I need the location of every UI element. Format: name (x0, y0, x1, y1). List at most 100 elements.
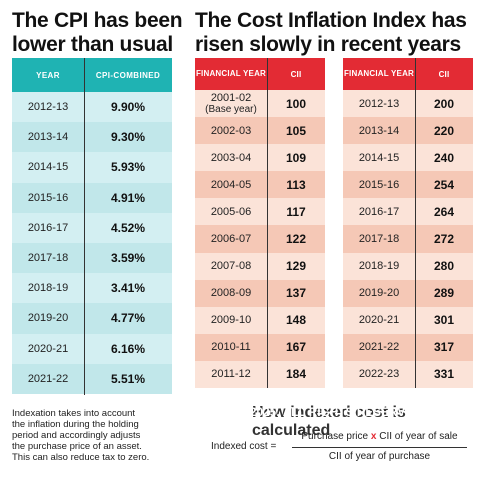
cii-year-text: 2019-20 (358, 287, 400, 300)
formula-subheading: How indexed cost is calculated (252, 404, 406, 439)
cii-table-row: 2001-02 (Base year) 100 (195, 90, 325, 118)
cii-title: The Cost Inflation Index has risen slowl… (195, 9, 480, 57)
cii-value-cell: 272 (433, 232, 455, 247)
cii-year-cell: 2006-07 (195, 233, 267, 245)
cii-year-cell: 2009-10 (195, 314, 267, 326)
cii-value-cell: 113 (286, 177, 306, 192)
cii-table-row: 2008-09 137 (195, 279, 325, 307)
cii-year-cell: 2016-17 (343, 206, 415, 218)
cpi-table-row: 2014-15 5.93% (12, 152, 172, 183)
numerator-cii-sale: CII of year of sale (379, 431, 458, 442)
cii-value-cell: 254 (433, 177, 455, 192)
cii-year-text: 2010-11 (211, 341, 251, 354)
cii-year-text: 2011-12 (211, 368, 251, 381)
cpi-column-divider (84, 58, 85, 395)
cii-value-cell: 280 (433, 259, 455, 274)
cpi-table-row: 2021-22 5.51% (12, 363, 172, 394)
cpi-title: The CPI has been lower than usual (12, 9, 187, 57)
cii-table-row: 2006-07 122 (195, 225, 325, 253)
cii-year-text: 2021-22 (358, 341, 400, 354)
cpi-table-row: 2015-16 4.91% (12, 182, 172, 213)
cii-year-text: 2006-07 (210, 233, 252, 246)
multiply-sign: x (370, 431, 377, 442)
cii-table-row: 2009-10 148 (195, 306, 325, 334)
cpi-year-cell: 2018-19 (27, 282, 69, 295)
fraction-bar (292, 447, 467, 448)
cii-value-cell: 137 (285, 286, 307, 301)
cpi-year-cell: 2019-20 (27, 312, 69, 325)
cpi-table-body: 2012-13 9.90% 2013-14 9.30% 2014-15 5.93% 2015… (12, 92, 172, 394)
cii-year-cell: 2014-15 (343, 152, 415, 164)
cpi-table-row: 2013-14 9.30% (12, 122, 172, 153)
cii-year-cell: 2021-22 (343, 341, 415, 353)
cii-year-text: 2003-04 (210, 151, 252, 164)
cii-table-1: FINANCIAL YEAR CII 2001-02 (Base year) 100… (195, 58, 325, 389)
cpi-value-cell: 4.77% (110, 311, 146, 326)
cpi-year-cell: 2017-18 (27, 252, 69, 265)
cii-table-row: 2011-12 184 (195, 360, 325, 389)
cii1-header-year: FINANCIAL YEAR (195, 69, 267, 78)
cii-year-text: 2020-21 (358, 314, 400, 327)
cii-value-cell: 117 (286, 204, 306, 219)
cpi-year-cell: 2021-22 (27, 372, 69, 385)
cii-value-cell: 240 (433, 150, 455, 165)
cii-table-row: 2016-17 264 (343, 198, 473, 226)
cii-value-cell: 148 (285, 313, 307, 328)
cpi-value-cell: 3.59% (110, 251, 146, 266)
copyright-watermark: © BCCL 2025. ALL RIGHTS RESERVED (202, 407, 422, 419)
cii-table-row: 2020-21 301 (343, 306, 473, 334)
cii-value-cell: 317 (433, 340, 455, 355)
cpi-header-year: YEAR (36, 70, 60, 80)
cii-year-text: 2009-10 (210, 314, 252, 327)
formula-numerator: Purchase price x CII of year of sale (292, 431, 467, 442)
cii-year-cell: 2001-02 (Base year) (195, 92, 267, 116)
cii-year-cell: 2008-09 (195, 287, 267, 299)
cii-table-row: 2005-06 117 (195, 198, 325, 226)
cii-year-cell: 2010-11 (195, 341, 267, 353)
cpi-table-row: 2017-18 3.59% (12, 242, 172, 274)
cii-year-cell: 2022-23 (343, 368, 415, 380)
cii-value-cell: 200 (433, 96, 455, 111)
cpi-table-row: 2020-21 6.16% (12, 333, 172, 364)
cii-year-text: 2013-14 (358, 124, 400, 137)
cii-table-2: FINANCIAL YEAR CII 2012-13 200 2013-14 220 2… (343, 58, 473, 389)
cii-title-line1: The Cost Inflation Index has (195, 9, 467, 32)
cii-value-cell: 301 (433, 313, 455, 328)
cii-table-row: 2013-14 220 (343, 117, 473, 145)
cii-value-cell: 129 (285, 259, 307, 274)
cpi-table: YEAR CPI-COMBINED 2012-13 9.90% 2013-14 9.3… (12, 58, 172, 395)
cpi-title-line1: The CPI has been (12, 9, 183, 32)
cpi-value-cell: 6.16% (110, 341, 146, 356)
cii-year-cell: 2015-16 (343, 179, 415, 191)
cii-year-cell: 2012-13 (343, 98, 415, 110)
cpi-year-cell: 2012-13 (27, 101, 69, 114)
cii-year-cell: 2020-21 (343, 314, 415, 326)
cii-value-cell: 100 (285, 96, 307, 111)
cii-year-cell: 2019-20 (343, 287, 415, 299)
cii-year-text: 2005-06 (210, 205, 252, 218)
cpi-year-cell: 2013-14 (27, 131, 69, 144)
cii-year-text: 2022-23 (358, 368, 400, 381)
cpi-header-value: CPI-COMBINED (95, 70, 161, 80)
cii-year-text: 2015-16 (358, 178, 400, 191)
cii-value-cell: 167 (285, 340, 307, 355)
cii-table-row: 2014-15 240 (343, 144, 473, 172)
cpi-title-line2: lower than usual (12, 33, 173, 56)
cii-year-text: 2017-18 (358, 233, 400, 246)
cpi-value-cell: 9.30% (110, 130, 146, 145)
cii-value-cell: 331 (433, 367, 455, 382)
cpi-table-row: 2018-19 3.41% (12, 273, 172, 304)
cii-value-cell: 264 (433, 204, 455, 219)
cii-table-row: 2002-03 105 (195, 117, 325, 145)
cii-value-cell: 289 (433, 286, 455, 301)
cii-table-row: 2019-20 289 (343, 279, 473, 307)
cii-year-cell: 2004-05 (195, 179, 267, 191)
cii-table-row: 2010-11 167 (195, 333, 325, 361)
cii2-table-body: 2012-13 200 2013-14 220 2014-15 240 2015-16 254… (343, 90, 473, 389)
cii-title-line2: risen slowly in recent years (195, 33, 461, 56)
cii-year-text: 2016-17 (358, 205, 400, 218)
cii-year-text: 2001-02 (210, 91, 252, 104)
cpi-value-cell: 5.93% (110, 160, 146, 175)
cii-year-text: 2018-19 (358, 260, 400, 273)
cii2-header-year: FINANCIAL YEAR (343, 69, 415, 78)
